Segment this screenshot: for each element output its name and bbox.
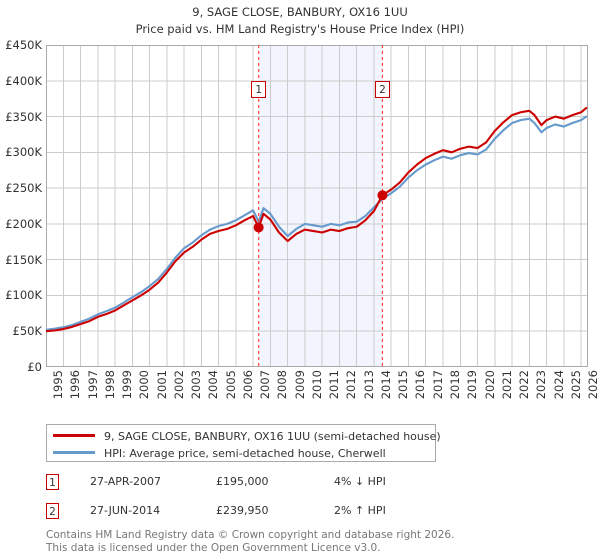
transaction-price-2: £239,950 [216, 504, 269, 517]
footer-line-1: Contains HM Land Registry data © Crown c… [46, 529, 455, 541]
x-tick-label: 2000 [137, 370, 152, 400]
y-tick-label: £400K [5, 73, 42, 88]
transaction-number-1: 1 [46, 474, 59, 490]
chart-title-block: 9, SAGE CLOSE, BANBURY, OX16 1UU Price p… [0, 0, 600, 38]
series-line-hpi [46, 115, 588, 331]
transaction-date-2: 27-JUN-2014 [90, 504, 161, 517]
x-tick-label: 1996 [68, 370, 83, 400]
x-tick-label: 2023 [534, 370, 549, 400]
x-axis-labels: 1995 1996 1997 1998 1999 2000 2001 2002 2003 2004… [46, 370, 600, 414]
legend-swatch-hpi [53, 451, 95, 454]
x-tick-label: 1995 [51, 370, 65, 400]
y-tick-label: £250K [5, 181, 42, 196]
plot-marker-box-1: 1 [251, 81, 267, 98]
y-tick-label: £0 [27, 360, 42, 374]
y-tick-label: £350K [5, 109, 42, 124]
x-tick-label: 2022 [517, 370, 532, 400]
x-tick-label: 2014 [378, 370, 393, 400]
x-tick-label: 2005 [223, 370, 238, 400]
x-tick-label: 2021 [499, 370, 514, 400]
x-tick-label: 2024 [551, 370, 566, 400]
series-line-price-paid [46, 106, 588, 333]
x-tick-label: 2013 [361, 370, 376, 400]
x-tick-label: 2010 [309, 370, 324, 400]
page-subtitle: Price paid vs. HM Land Registry's House … [135, 22, 465, 36]
x-tick-label: 2020 [482, 370, 497, 400]
transaction-row-1: 1 27-APR-2007 £195,000 4% ↓ HPI [46, 474, 446, 494]
page-title: 9, SAGE CLOSE, BANBURY, OX16 1UU [192, 5, 408, 19]
transaction-date-1: 27-APR-2007 [90, 475, 162, 488]
x-tick-label: 2026 [586, 370, 600, 400]
legend-item-hpi: HPI: Average price, semi-detached house,… [53, 444, 386, 461]
y-tick-label: £150K [5, 252, 42, 267]
transaction-number-2: 2 [46, 503, 59, 519]
y-tick-label: £300K [5, 145, 42, 160]
x-tick-label: 2025 [568, 370, 583, 400]
x-tick-label: 2015 [396, 370, 411, 400]
legend-item-price-paid: 9, SAGE CLOSE, BANBURY, OX16 1UU (semi-d… [53, 427, 441, 444]
chart-legend: 9, SAGE CLOSE, BANBURY, OX16 1UU (semi-d… [46, 424, 441, 462]
x-tick-label: 2018 [448, 370, 462, 400]
transaction-price-1: £195,000 [216, 475, 269, 488]
x-tick-label: 2016 [413, 370, 428, 400]
transaction-point-1 [253, 222, 264, 233]
y-tick-label: £100K [5, 288, 42, 303]
x-tick-label: 2004 [206, 370, 221, 400]
x-tick-label: 2008 [275, 370, 290, 400]
transaction-point-2 [377, 190, 388, 201]
footer-attribution: Contains HM Land Registry data © Crown c… [46, 529, 566, 554]
legend-swatch-price-paid [53, 434, 95, 437]
x-tick-label: 2017 [430, 370, 445, 400]
x-tick-label: 2011 [327, 370, 342, 400]
y-tick-label: £200K [5, 216, 42, 231]
x-tick-label: 2001 [154, 370, 169, 400]
x-tick-label: 2007 [258, 370, 273, 400]
x-tick-label: 2002 [171, 370, 186, 400]
x-tick-label: 2012 [344, 370, 359, 400]
y-tick-label: £450K [5, 38, 42, 52]
x-tick-label: 2003 [189, 370, 204, 400]
footer-line-2: This data is licensed under the Open Gov… [46, 541, 381, 554]
x-tick-label: 1999 [120, 370, 135, 400]
y-axis-labels: £0 £50K £100K £150K £200K £250K £300K £350K £400… [0, 38, 43, 374]
plot-marker-box-2: 2 [374, 81, 390, 98]
transaction-hpi-delta-2: 2% ↑ HPI [334, 504, 386, 517]
legend-label-price-paid: 9, SAGE CLOSE, BANBURY, OX16 1UU (semi-d… [104, 430, 441, 443]
chart-svg [46, 45, 588, 367]
y-tick-label: £50K [12, 324, 43, 339]
x-tick-label: 1997 [85, 370, 100, 400]
transaction-row-2: 2 27-JUN-2014 £239,950 2% ↑ HPI [46, 503, 446, 523]
x-tick-label: 2009 [292, 370, 307, 400]
legend-label-hpi: HPI: Average price, semi-detached house,… [104, 447, 386, 460]
shaded-date-span [258, 45, 383, 367]
transaction-hpi-delta-1: 4% ↓ HPI [334, 475, 386, 488]
x-tick-label: 1998 [102, 370, 117, 400]
x-tick-label: 2006 [240, 370, 255, 400]
x-tick-label: 2019 [465, 370, 480, 400]
